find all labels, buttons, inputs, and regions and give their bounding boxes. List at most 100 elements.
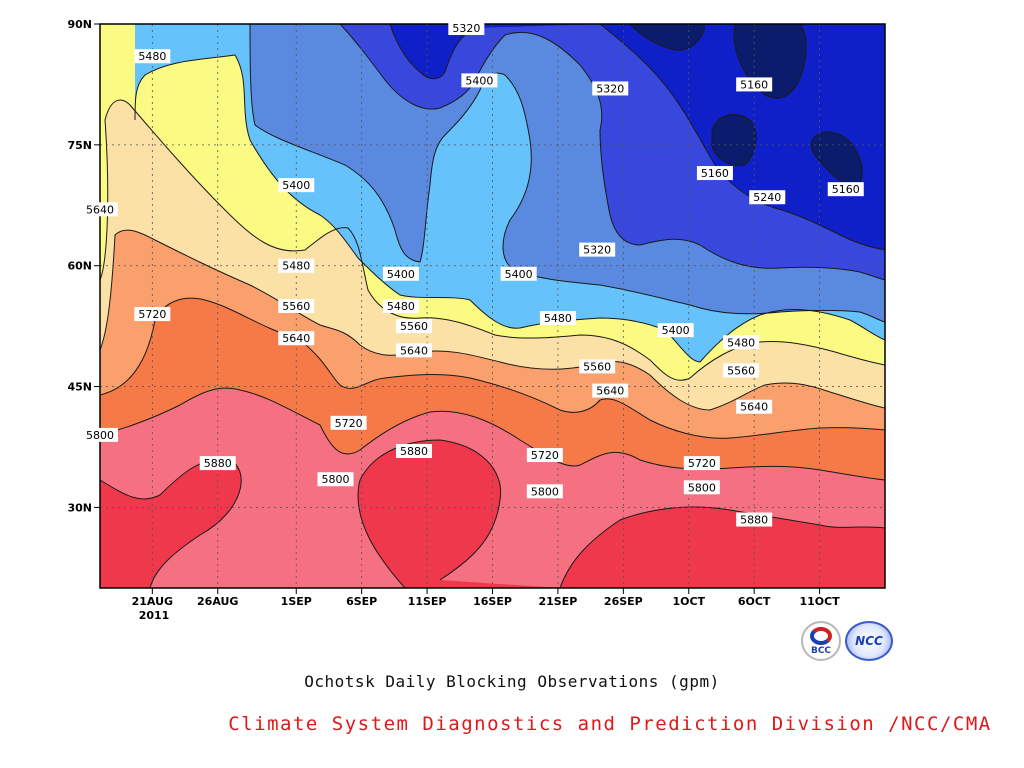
contour-label-text: 5800 (531, 485, 559, 498)
contour-label-bg (579, 359, 616, 374)
contour-label-bg (592, 81, 629, 96)
y-tick-label: 75N (67, 139, 92, 152)
contour-label-bg (134, 49, 171, 64)
bcc-logo: BCC (801, 621, 841, 661)
contour-label-bg (539, 311, 576, 326)
contour-label-text: 5320 (452, 22, 480, 35)
x-axis: 21AUG 26AUG 1SEP 6SEP 11SEP 16SEP 21SEP 26SEP 1O… (132, 595, 841, 608)
contour-label-bg (382, 299, 419, 313)
contour-label-bg (82, 202, 118, 217)
contour-label-bg (396, 343, 432, 358)
contour-label-bg (526, 484, 563, 499)
y-tick-label: 90N (67, 18, 92, 31)
y-tick-label: 45N (67, 381, 92, 394)
contour-label-bg (461, 73, 498, 88)
contour-label-text: 5640 (400, 344, 428, 357)
contour-label-text: 5320 (596, 82, 624, 95)
x-tick-label: 1SEP (281, 595, 312, 608)
contour-label-text: 5880 (740, 514, 768, 527)
contour-label-text: 5480 (138, 50, 166, 63)
contour-label-text: 5400 (387, 268, 415, 281)
contour-label-bg (382, 266, 419, 281)
contour-label-bg (736, 77, 773, 92)
contour-label-text: 5640 (86, 203, 114, 216)
contour-label-bg (134, 307, 171, 322)
contour-label-text: 5800 (688, 481, 716, 494)
contour-label-text: 5720 (335, 417, 363, 430)
contour-label: 5400 (657, 323, 694, 338)
x-tick-label: 26SEP (604, 595, 643, 608)
contour-label-bg (657, 323, 694, 338)
contour-label: 5800 (82, 427, 118, 442)
contour-label: 5800 (683, 480, 720, 495)
contour-label-bg (592, 383, 629, 398)
credit-line: Climate System Diagnostics and Predictio… (228, 713, 992, 735)
contour-label: 5160 (736, 77, 773, 92)
contour-label-text: 5400 (465, 74, 493, 87)
ncc-logo-text: NCC (855, 634, 883, 648)
contour-label-bg (526, 448, 563, 463)
contour-fill-layers (100, 24, 885, 588)
x-tick-label: 21SEP (539, 595, 578, 608)
contour-label-bg (278, 299, 315, 313)
contour-label-text: 5400 (505, 268, 533, 281)
contour-label-text: 5560 (727, 364, 755, 377)
contour-label-text: 5160 (832, 183, 860, 196)
contour-label-bg (736, 512, 773, 527)
contour-label: 5320 (592, 81, 629, 96)
contour-label: 5480 (539, 311, 576, 326)
contour-label-bg (82, 427, 118, 442)
contour-label-text: 5160 (701, 167, 729, 180)
contour-label-text: 5480 (387, 300, 415, 313)
contour-label-text: 5720 (688, 457, 716, 470)
contour-label-text: 5800 (86, 429, 114, 442)
contour-label-bg (749, 190, 786, 205)
contour-label-bg (317, 472, 354, 487)
contour-label-text: 5240 (753, 191, 781, 204)
contour-label: 5720 (330, 415, 367, 430)
contour-label: 5560 (579, 359, 616, 374)
x-tick-label: 26AUG (197, 595, 238, 608)
bcc-swirl-icon (810, 627, 832, 645)
contour-label: 5640 (396, 343, 432, 358)
contour-label: 5640 (278, 331, 315, 346)
axis-ticks (94, 23, 821, 594)
band-lt5160-d (811, 131, 863, 185)
bcc-logo-text: BCC (810, 646, 832, 656)
contour-label: 5720 (134, 307, 171, 322)
contour-label: 5880 (199, 456, 236, 471)
contour-label: 5560 (396, 319, 432, 334)
contour-label: 5160 (827, 182, 864, 197)
contour-label: 5320 (579, 242, 616, 257)
contour-label-bg (683, 480, 720, 495)
contour-label-bg (579, 242, 616, 257)
contour-label-bg (827, 182, 864, 197)
contour-label-text: 5400 (282, 179, 310, 192)
y-axis: 30N 45N 60N 75N 90N (67, 18, 92, 514)
x-axis-year-label: 2011 (139, 609, 170, 622)
x-tick-label: 11OCT (799, 595, 840, 608)
contour-label: 5240 (749, 190, 786, 205)
contour-label-bg (396, 444, 432, 459)
contour-label-text: 5720 (531, 449, 559, 462)
ncc-logo: NCC (845, 621, 893, 661)
contour-label-bg (278, 178, 315, 193)
contour-label: 5800 (317, 472, 354, 487)
contour-label-text: 5640 (282, 332, 310, 345)
contour-label-bg (500, 266, 537, 281)
contour-label-text: 5320 (583, 244, 611, 257)
x-tick-label: 16SEP (473, 595, 512, 608)
y-tick-label: 60N (67, 260, 92, 273)
contour-label-bg (278, 258, 315, 273)
contour-label: 5480 (134, 49, 171, 64)
contour-label: 5480 (382, 299, 419, 313)
y-tick-label: 30N (67, 501, 92, 514)
contour-label-text: 5480 (282, 260, 310, 273)
contour-label: 5560 (278, 299, 315, 313)
chart-title: Ochotsk Daily Blocking Observations (gpm… (304, 672, 720, 691)
contour-label-text: 5400 (662, 324, 690, 337)
x-tick-label: 6SEP (346, 595, 377, 608)
contour-label: 5160 (696, 166, 733, 181)
contour-label-bg (683, 456, 720, 471)
contour-label: 5480 (278, 258, 315, 273)
